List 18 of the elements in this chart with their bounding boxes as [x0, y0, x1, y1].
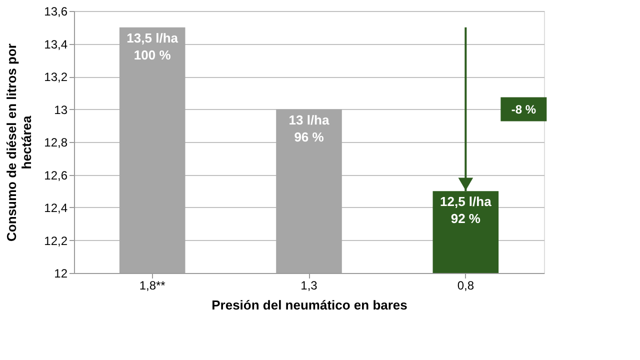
data-label: 12,5 l/ha 92 % — [440, 194, 492, 226]
x-tick-label: 1,8** — [139, 278, 166, 292]
y-tick-label: 12,4 — [44, 201, 68, 215]
y-axis-title: Consumo de diésel en litros por hectárea — [4, 44, 34, 242]
annotation: -8 % — [511, 102, 536, 116]
x-tick-label: 0,8 — [457, 278, 474, 292]
y-tick-label: 12,8 — [44, 136, 68, 150]
data-label: 13,5 l/ha 100 % — [126, 30, 179, 62]
y-tick-label: 13,6 — [44, 4, 68, 18]
y-tick-label: 13,2 — [44, 70, 68, 84]
y-tick-label: 13,4 — [44, 37, 68, 52]
x-axis-title: Presión del neumático en bares — [212, 298, 408, 312]
data-label: 13 l/ha 96 % — [288, 112, 330, 144]
x-tick-label: 1,3 — [300, 278, 318, 292]
y-tick-label: 13 — [54, 102, 68, 117]
y-tick-label: 12,2 — [44, 234, 68, 248]
y-tick-label: 12 — [54, 266, 68, 280]
y-tick-label: 12,6 — [44, 168, 68, 182]
